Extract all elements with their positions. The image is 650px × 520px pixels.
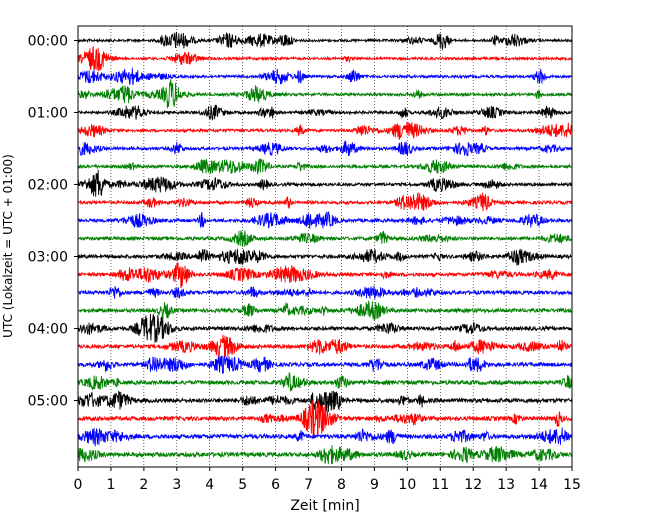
x-tick-label: 9: [370, 477, 379, 493]
x-tick-label: 11: [431, 477, 449, 493]
trace-0245: [77, 230, 573, 247]
trace-0315: [77, 262, 573, 289]
trace-0230: [77, 210, 573, 229]
trace-0430: [77, 355, 573, 374]
y-tick-label: 00:00: [28, 34, 68, 50]
trace-0530: [77, 427, 573, 447]
x-tick-label: 3: [172, 477, 181, 493]
y-tick-label: 02:00: [28, 178, 68, 194]
x-tick-label: 13: [497, 477, 515, 493]
trace-0015: [77, 46, 573, 71]
trace-0145: [77, 158, 573, 175]
y-axis-label: UTC (Lokalzeit = UTC + 01:00): [1, 154, 15, 338]
trace-0215: [77, 191, 573, 212]
trace-0400: [77, 313, 573, 343]
trace-0330: [77, 285, 573, 299]
trace-0200: [77, 169, 573, 197]
y-tick-label: 03:00: [28, 250, 68, 266]
x-axis-ticks: 0 1 2 3 4 5 6 7 8 9 10 11 12 13 14 15: [74, 467, 581, 493]
x-tick-label: 15: [563, 477, 581, 493]
x-axis-label: Zeit [min]: [290, 498, 359, 514]
trace-0300: [77, 248, 573, 266]
x-tick-label: 0: [74, 477, 83, 493]
x-tick-label: 14: [530, 477, 548, 493]
trace-0045: [77, 79, 573, 109]
trace-0115: [77, 121, 573, 141]
x-tick-label: 8: [337, 477, 346, 493]
x-tick-label: 2: [139, 477, 148, 493]
y-tick-label: 01:00: [28, 106, 68, 122]
x-tick-label: 1: [106, 477, 115, 493]
trace-0030: [77, 67, 573, 86]
trace-0345: [77, 300, 573, 322]
x-tick-label: 12: [464, 477, 482, 493]
trace-0100: [77, 104, 573, 121]
plot-frame: [77, 25, 573, 468]
trace-0130: [77, 140, 573, 157]
trace-0445: [77, 372, 573, 392]
x-tick-label: 4: [205, 477, 214, 493]
trace-0500: [77, 389, 573, 413]
x-tick-label: 10: [398, 477, 416, 493]
x-tick-label: 7: [304, 477, 313, 493]
x-tick-label: 6: [271, 477, 280, 493]
y-axis-ticks: 00:00 01:00 02:00 03:00 04:00 05:00: [28, 34, 78, 410]
trace-0545: [77, 445, 573, 465]
y-tick-label: 04:00: [28, 322, 68, 338]
seismic-traces: [77, 31, 573, 465]
y-tick-label: 05:00: [28, 394, 68, 410]
x-tick-label: 5: [238, 477, 247, 493]
trace-0415: [77, 334, 573, 358]
trace-0515: [77, 400, 573, 439]
trace-0000: [77, 31, 573, 51]
